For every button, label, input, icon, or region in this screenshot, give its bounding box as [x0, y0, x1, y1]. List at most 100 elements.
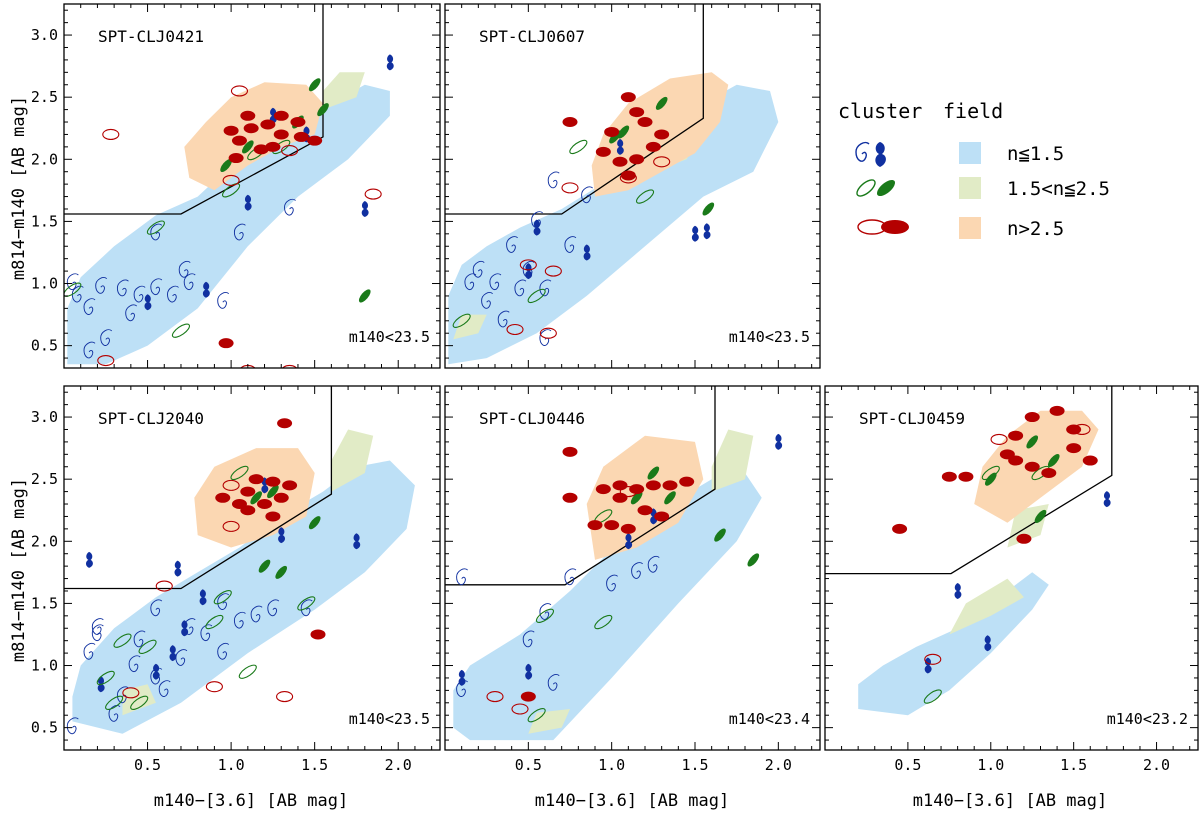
- galaxy-marker-red-filled: [253, 144, 269, 155]
- galaxy-marker-green-filled: [250, 491, 262, 505]
- galaxy-marker-green-filled: [242, 140, 254, 154]
- galaxy-marker-red-filled: [231, 135, 247, 146]
- galaxy-marker-green-filled: [630, 491, 643, 505]
- galaxy-marker-green-open: [635, 189, 655, 204]
- galaxy-marker-spiral-filled: [1103, 491, 1111, 508]
- galaxy-marker-spiral-filled: [144, 294, 152, 311]
- galaxy-marker-spiral-filled: [984, 635, 992, 652]
- x-tick-label: 1.5: [1060, 756, 1087, 774]
- panel-frame: [824, 385, 1199, 751]
- galaxy-marker-red-filled: [1066, 424, 1082, 435]
- x-axis-label-left: m140−[3.6] [AB mag]: [154, 791, 348, 811]
- galaxy-marker-red-filled: [273, 110, 289, 121]
- galaxy-marker-green-open: [205, 614, 224, 630]
- galaxy-marker-red-open: [364, 188, 382, 200]
- galaxy-marker-spiral-filled: [525, 263, 533, 280]
- panel-4: 0.5 1.0 1.5 2.0 SPT-CLJ0446 m140<23.4: [444, 385, 821, 774]
- galaxy-marker-green-filled: [714, 528, 726, 542]
- galaxy-marker-spiral-open: [539, 603, 552, 620]
- galaxy-marker-red-filled: [654, 129, 670, 140]
- galaxy-marker-red-filled: [612, 492, 628, 503]
- galaxy-marker-green-open: [230, 465, 249, 481]
- galaxy-marker-green-filled: [747, 553, 760, 567]
- galaxy-marker-spiral-open: [125, 304, 138, 322]
- galaxy-marker-spiral-filled: [691, 225, 699, 242]
- galaxy-marker-red-filled: [662, 480, 678, 491]
- galaxy-marker-spiral-open: [267, 599, 280, 617]
- y-tick-label: 2.0: [31, 150, 58, 168]
- galaxy-marker-red-filled: [595, 146, 611, 157]
- galaxy-marker-spiral-open: [489, 273, 502, 291]
- galaxy-marker-spiral-open: [133, 630, 146, 648]
- galaxy-marker-spiral-filled: [202, 281, 210, 298]
- galaxy-marker-spiral-open: [514, 279, 527, 297]
- galaxy-marker-green-open: [213, 590, 232, 605]
- legend-entry-low-n: n≦1.5: [855, 141, 1064, 167]
- galaxy-marker-spiral-open: [217, 593, 230, 610]
- galaxy-marker-spiral-open: [233, 223, 246, 241]
- galaxy-marker-red-open: [544, 265, 562, 277]
- galaxy-marker-red-open: [506, 323, 524, 336]
- galaxy-marker-spiral-filled: [533, 219, 541, 236]
- galaxy-marker-red-filled: [520, 691, 536, 702]
- galaxy-marker-spiral-open: [564, 236, 577, 253]
- legend-label-low-n: n≦1.5: [1007, 143, 1064, 165]
- x-axis-label-middle: m140−[3.6] [AB mag]: [535, 791, 729, 811]
- galaxy-marker-green-open: [272, 139, 291, 155]
- magnitude-cut-label: m140<23.2: [1107, 710, 1188, 728]
- galaxy-marker-red-filled: [1024, 461, 1040, 472]
- panel-title: SPT-CLJ0459: [859, 409, 965, 428]
- galaxy-marker-spiral-filled: [244, 194, 252, 211]
- galaxy-marker-red-open: [990, 433, 1008, 445]
- galaxy-marker-spiral-filled: [583, 244, 591, 261]
- field-region-mid-n: [331, 429, 374, 492]
- galaxy-marker-spiral-filled: [954, 583, 962, 599]
- legend-label-high-n: n>2.5: [1007, 218, 1064, 240]
- galaxy-marker-spiral-filled: [775, 433, 783, 450]
- panel-5: 0.5 1.0 1.5 2.0 SPT-CLJ0459 m140<23.2: [824, 385, 1199, 774]
- galaxy-marker-red-filled: [1066, 443, 1082, 454]
- galaxy-marker-green-open: [452, 313, 471, 328]
- galaxy-marker-green-filled: [267, 485, 279, 499]
- galaxy-marker-red-filled: [595, 484, 611, 495]
- galaxy-marker-spiral-open: [456, 568, 468, 586]
- y-tick-label: 3.0: [31, 408, 58, 426]
- plot-area: [445, 386, 783, 741]
- galaxy-marker-spiral-filled: [269, 107, 277, 124]
- panel-title: SPT-CLJ0607: [479, 27, 585, 46]
- galaxy-marker-green-open: [527, 708, 546, 723]
- selection-boundary: [445, 4, 704, 215]
- galaxy-marker-red-filled: [228, 153, 244, 164]
- galaxy-marker-spiral-open: [606, 574, 618, 592]
- galaxy-marker-red-filled: [679, 476, 695, 487]
- galaxy-marker-spiral-filled: [458, 669, 466, 686]
- galaxy-marker-spiral-filled: [616, 138, 624, 155]
- galaxy-marker-green-filled: [258, 559, 271, 573]
- panel-frame: [63, 3, 441, 369]
- x-tick-label: 0.5: [515, 756, 542, 774]
- galaxy-marker-red-filled: [645, 480, 661, 491]
- panel-title: SPT-CLJ2040: [98, 409, 204, 428]
- y-tick-label: 2.5: [31, 88, 58, 106]
- galaxy-marker-red-open: [97, 354, 115, 367]
- galaxy-marker-red-open: [276, 691, 294, 703]
- galaxy-marker-red-open: [155, 580, 173, 592]
- galaxy-marker-spiral-open: [217, 642, 230, 660]
- galaxy-marker-spiral-filled: [650, 508, 658, 525]
- galaxy-marker-spiral-open: [91, 618, 104, 635]
- galaxy-marker-spiral-open: [150, 278, 163, 296]
- galaxy-marker-spiral-open: [71, 285, 84, 303]
- galaxy-marker-red-open: [222, 479, 240, 491]
- galaxy-marker-red-open: [222, 520, 240, 532]
- plot-area: [445, 4, 779, 365]
- panels-container: 0.51.01.52.02.53.0 SPT-CLJ0421m140<23.5SP…: [31, 3, 1199, 774]
- field-region-high-n: [184, 82, 323, 191]
- galaxy-marker-spiral-open: [547, 171, 560, 189]
- x-axis-label-right: m140−[3.6] [AB mag]: [913, 791, 1107, 811]
- panel-3: 0.5 1.0 1.5 2.0 0.5 1.0 1.5 2.0 2.5 3.0 SPT-CLJ204…: [31, 385, 441, 774]
- galaxy-marker-green-filled: [664, 491, 676, 505]
- panel-frame: [444, 3, 821, 369]
- galaxy-marker-red-open: [561, 182, 579, 194]
- galaxy-marker-spiral-open: [178, 260, 191, 278]
